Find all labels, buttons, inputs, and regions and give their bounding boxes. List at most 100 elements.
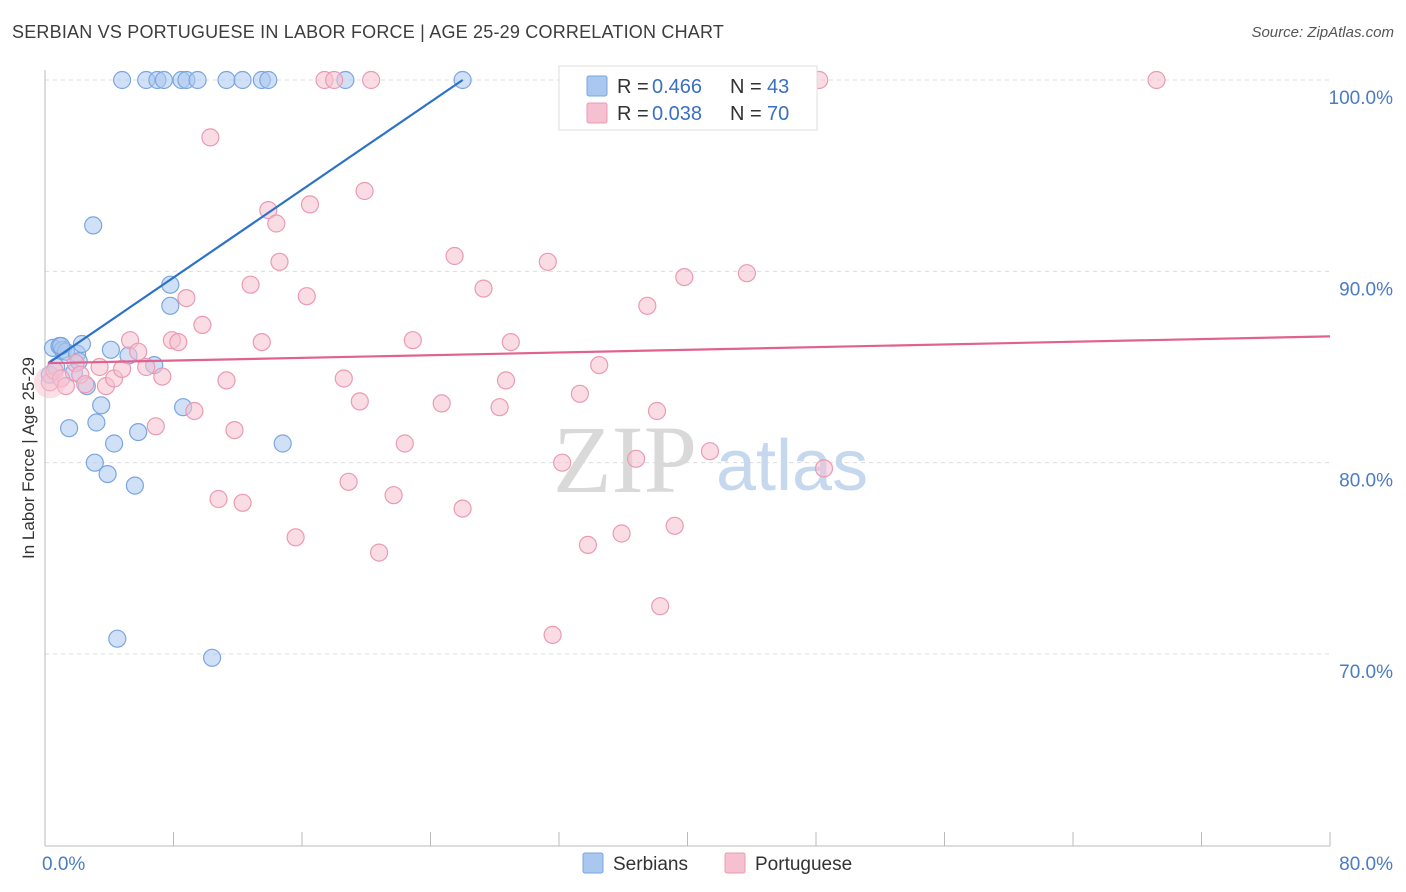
point-portuguese: [612, 524, 631, 543]
point-serbians: [188, 70, 207, 90]
point-serbians: [259, 70, 278, 90]
point-portuguese: [112, 359, 132, 378]
point-portuguese: [490, 398, 509, 417]
bottom-legend: Serbians Portuguese: [582, 852, 852, 875]
point-portuguese: [1147, 70, 1166, 90]
point-serbians: [108, 629, 127, 648]
point-portuguese: [209, 489, 228, 509]
chart-title: SERBIAN VS PORTUGUESE IN LABOR FORCE | A…: [12, 22, 725, 42]
point-serbians: [273, 434, 292, 453]
point-portuguese: [146, 417, 165, 436]
point-portuguese: [286, 528, 305, 547]
point-portuguese: [217, 371, 236, 390]
point-serbians: [112, 70, 132, 90]
legend-n-value-portuguese: 70: [767, 103, 789, 125]
point-portuguese: [300, 195, 320, 214]
point-portuguese: [297, 287, 316, 306]
point-portuguese: [432, 394, 451, 413]
point-portuguese: [453, 499, 472, 518]
point-portuguese: [325, 70, 344, 90]
trend-layer: [47, 79, 1331, 365]
point-portuguese: [403, 331, 422, 350]
point-portuguese: [241, 275, 260, 294]
point-portuguese: [700, 442, 720, 461]
bottom-legend-label-portuguese: Portuguese: [755, 854, 852, 875]
legend-swatch-serbians: [586, 75, 608, 97]
point-portuguese: [76, 375, 95, 394]
point-portuguese: [651, 597, 670, 616]
point-portuguese: [675, 268, 694, 287]
point-portuguese: [638, 296, 657, 315]
point-portuguese: [185, 401, 204, 421]
y-tick-label: 90.0%: [1339, 279, 1393, 300]
y-tick-label: 70.0%: [1339, 662, 1393, 683]
watermark: ZIP atlas: [553, 406, 868, 513]
point-serbians: [101, 340, 121, 359]
trendline-serbians: [47, 79, 464, 365]
bottom-legend-swatch-serbians: [582, 852, 604, 874]
y-tick-label: 100.0%: [1329, 88, 1394, 109]
point-serbians: [51, 336, 71, 356]
point-portuguese: [395, 434, 414, 453]
point-serbians: [92, 396, 111, 415]
point-portuguese: [267, 214, 286, 233]
point-portuguese: [553, 453, 572, 472]
point-serbians: [85, 453, 104, 472]
point-portuguese: [225, 421, 244, 440]
point-portuguese: [177, 289, 196, 308]
point-portuguese: [137, 357, 156, 377]
point-serbians: [217, 70, 236, 90]
point-portuguese: [501, 333, 520, 352]
x-tick-label: 80.0%: [1339, 854, 1393, 875]
point-portuguese: [496, 371, 516, 390]
point-serbians: [154, 70, 173, 90]
bottom-legend-label-serbians: Serbians: [613, 854, 688, 875]
legend-r-label-serbians: R =: [617, 76, 649, 98]
x-tick-label: 0.0%: [42, 854, 85, 875]
point-serbians: [59, 419, 79, 438]
point-portuguese: [252, 333, 271, 352]
point-portuguese: [814, 459, 834, 478]
legend: R = 0.466 N = 43 R = 0.038 N = 70: [558, 65, 818, 131]
legend-swatch-portuguese: [586, 102, 608, 124]
legend-r-label-portuguese: R =: [617, 103, 649, 125]
point-portuguese: [474, 279, 493, 298]
legend-n-label-portuguese: N =: [730, 103, 762, 125]
point-serbians: [125, 476, 144, 495]
point-serbians: [87, 413, 106, 432]
point-serbians: [84, 216, 103, 235]
point-portuguese: [590, 356, 609, 375]
point-portuguese: [153, 367, 172, 386]
point-serbians: [161, 296, 180, 315]
legend-r-value-serbians: 0.466: [652, 76, 702, 98]
legend-r-value-portuguese: 0.038: [652, 103, 702, 125]
point-serbians: [233, 70, 252, 90]
point-serbians: [104, 434, 124, 453]
point-portuguese: [578, 535, 598, 555]
point-portuguese: [169, 333, 188, 352]
y-axis-label: In Labor Force | Age 25-29: [19, 357, 38, 559]
point-portuguese: [737, 264, 757, 283]
point-portuguese: [570, 384, 590, 403]
bottom-legend-swatch-portuguese: [724, 852, 746, 874]
point-serbians: [72, 334, 92, 354]
points-layer: [33, 70, 1166, 667]
point-portuguese: [362, 70, 381, 90]
point-portuguese: [259, 201, 278, 220]
point-portuguese: [538, 252, 557, 271]
trendline-portuguese: [48, 335, 1331, 365]
point-portuguese: [350, 392, 369, 411]
point-portuguese: [543, 625, 562, 645]
point-portuguese: [201, 128, 220, 147]
point-serbians: [203, 648, 222, 667]
point-serbians: [98, 465, 117, 484]
point-portuguese: [129, 342, 148, 361]
source-label: Source: ZipAtlas.com: [1251, 24, 1394, 41]
point-portuguese: [665, 516, 684, 535]
watermark-atlas: atlas: [716, 426, 868, 506]
point-portuguese: [339, 472, 358, 491]
y-tick-label: 80.0%: [1339, 471, 1393, 492]
legend-n-label-serbians: N =: [730, 76, 762, 98]
point-portuguese: [647, 401, 667, 421]
point-portuguese: [193, 315, 212, 334]
